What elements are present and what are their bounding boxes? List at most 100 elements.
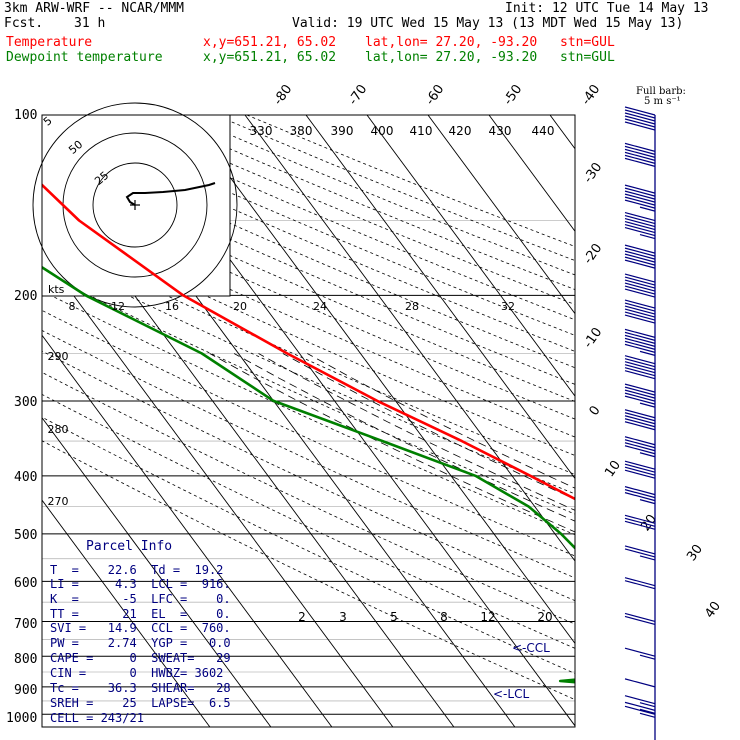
barb-flag bbox=[624, 305, 656, 315]
isotherm-label: -60 bbox=[423, 82, 447, 108]
barb-half-flag bbox=[639, 499, 656, 505]
barb-flag bbox=[624, 311, 656, 321]
barb-flag bbox=[624, 517, 656, 527]
barb-flag bbox=[624, 223, 656, 234]
isotherm-label: 10 bbox=[602, 458, 624, 480]
barb-flag bbox=[624, 463, 656, 473]
barb-flag bbox=[624, 226, 656, 237]
wind-barb bbox=[624, 647, 656, 660]
pressure-label-500: 500 bbox=[14, 528, 38, 543]
barb-flag bbox=[624, 199, 656, 209]
barb-flag bbox=[624, 355, 656, 365]
ccl-annotation: <-CCL bbox=[512, 641, 550, 655]
wind-barb bbox=[624, 705, 656, 718]
wind-barb bbox=[624, 299, 656, 324]
isotherm-label: -70 bbox=[346, 82, 370, 108]
isotherm-label: 0 bbox=[587, 403, 604, 418]
barb-flag bbox=[624, 334, 656, 344]
valid-time: Valid: 19 UTC Wed 15 May 13 (13 MDT Wed … bbox=[292, 16, 684, 31]
barb-flag bbox=[624, 445, 656, 455]
barb-flag bbox=[624, 211, 656, 222]
barb-flag bbox=[624, 389, 656, 399]
theta-label: 440 bbox=[532, 124, 555, 138]
barb-flag bbox=[624, 328, 656, 338]
sounding-profiles bbox=[42, 183, 575, 684]
lcl-annotation: <-LCL bbox=[493, 687, 529, 701]
barb-flag bbox=[624, 615, 656, 626]
barb-half-flag bbox=[639, 555, 656, 561]
mixing-ratio-label: 20 bbox=[537, 610, 552, 624]
theta-label: 330 bbox=[250, 124, 273, 138]
pressure-label-100: 100 bbox=[14, 108, 38, 123]
barb-flag bbox=[624, 612, 656, 623]
temperature-legend-name: Temperature bbox=[6, 35, 93, 50]
barb-flag bbox=[624, 308, 656, 318]
barb-flag bbox=[624, 695, 656, 705]
barb-note: Full barb: bbox=[636, 86, 686, 97]
hodograph-ring bbox=[92, 162, 178, 248]
dewpoint-legend-name: Dewpoint temperature bbox=[6, 50, 163, 65]
dewpoint-line bbox=[42, 265, 575, 684]
barb-flag bbox=[624, 466, 656, 476]
barb-flag bbox=[624, 288, 656, 298]
barb-flag bbox=[624, 520, 656, 530]
hodograph-scale-label: 12 bbox=[111, 300, 125, 313]
theta-left-label: 290 bbox=[48, 350, 69, 363]
barb-half-flag bbox=[639, 402, 656, 408]
temperature-legend-xy: x,y=651.21, 65.02 bbox=[203, 35, 337, 50]
isotherm-40 bbox=[672, 115, 740, 727]
barb-flag bbox=[624, 154, 656, 164]
isotherm-label: -30 bbox=[581, 160, 605, 186]
wind-barbs bbox=[624, 106, 656, 740]
wind-barb bbox=[624, 328, 656, 356]
wind-barb bbox=[624, 383, 656, 408]
barb-flag bbox=[624, 370, 656, 380]
mixing-ratio-5 bbox=[718, 581, 740, 727]
barb-flag bbox=[624, 678, 656, 688]
forecast-hours: 31 h bbox=[74, 16, 106, 31]
isotherm-label: 30 bbox=[684, 542, 706, 564]
wind-barb bbox=[624, 106, 656, 131]
barb-flag bbox=[624, 142, 656, 152]
barb-flag bbox=[624, 442, 656, 452]
wind-barb bbox=[624, 244, 656, 269]
barb-flag bbox=[624, 187, 656, 197]
isotherm-0 bbox=[427, 115, 575, 315]
init-time: Init: 12 UTC Tue 14 May 13 bbox=[505, 1, 709, 16]
parcel-row-k: K = -5 LFC = 0. bbox=[50, 592, 231, 606]
dry-adiabat-280 bbox=[42, 330, 575, 579]
wind-barb bbox=[624, 142, 656, 167]
hodograph-scale-label: 24 bbox=[313, 300, 327, 313]
temperature-line bbox=[42, 183, 575, 501]
mixing-ratio-label: 2 bbox=[298, 610, 306, 624]
parcel-row-tc: Tc = 36.3 SHEAR= 28 bbox=[50, 681, 231, 695]
dry-adiabat-350 bbox=[42, 201, 575, 438]
parcel-row-tt: TT = 21 EL = 0. bbox=[50, 607, 231, 621]
isotherm--110 bbox=[42, 499, 211, 727]
parcel-row-pw: PW = 2.74 YGP = 0.0 bbox=[50, 636, 231, 650]
parcel-row-t: T = 22.6 Td = 19.2 bbox=[50, 563, 224, 577]
mixing-ratio-label: 3 bbox=[339, 610, 347, 624]
hodograph-scale-label: 16 bbox=[165, 300, 179, 313]
theta-label: 420 bbox=[449, 124, 472, 138]
wind-barb bbox=[624, 184, 656, 212]
hodograph-scale-label: 8 bbox=[69, 300, 76, 313]
barb-flag bbox=[624, 157, 656, 167]
barb-flag bbox=[624, 256, 656, 266]
barb-flag bbox=[624, 647, 656, 657]
isotherm-label: -40 bbox=[579, 82, 603, 108]
barb-flag bbox=[624, 364, 656, 374]
isotherm-label: -80 bbox=[271, 82, 295, 108]
dry-adiabat-390 bbox=[42, 137, 575, 369]
parcel-row-li: LI = 4.3 LCL = 916. bbox=[50, 577, 231, 591]
wind-barb bbox=[624, 678, 656, 688]
wind-barb bbox=[624, 436, 656, 458]
wind-barb bbox=[624, 612, 656, 626]
barb-flag bbox=[624, 299, 656, 309]
mixing-ratio-2 bbox=[657, 581, 740, 727]
barb-flag bbox=[624, 253, 656, 263]
barb-flag bbox=[624, 106, 656, 116]
pressure-label-400: 400 bbox=[14, 470, 38, 485]
